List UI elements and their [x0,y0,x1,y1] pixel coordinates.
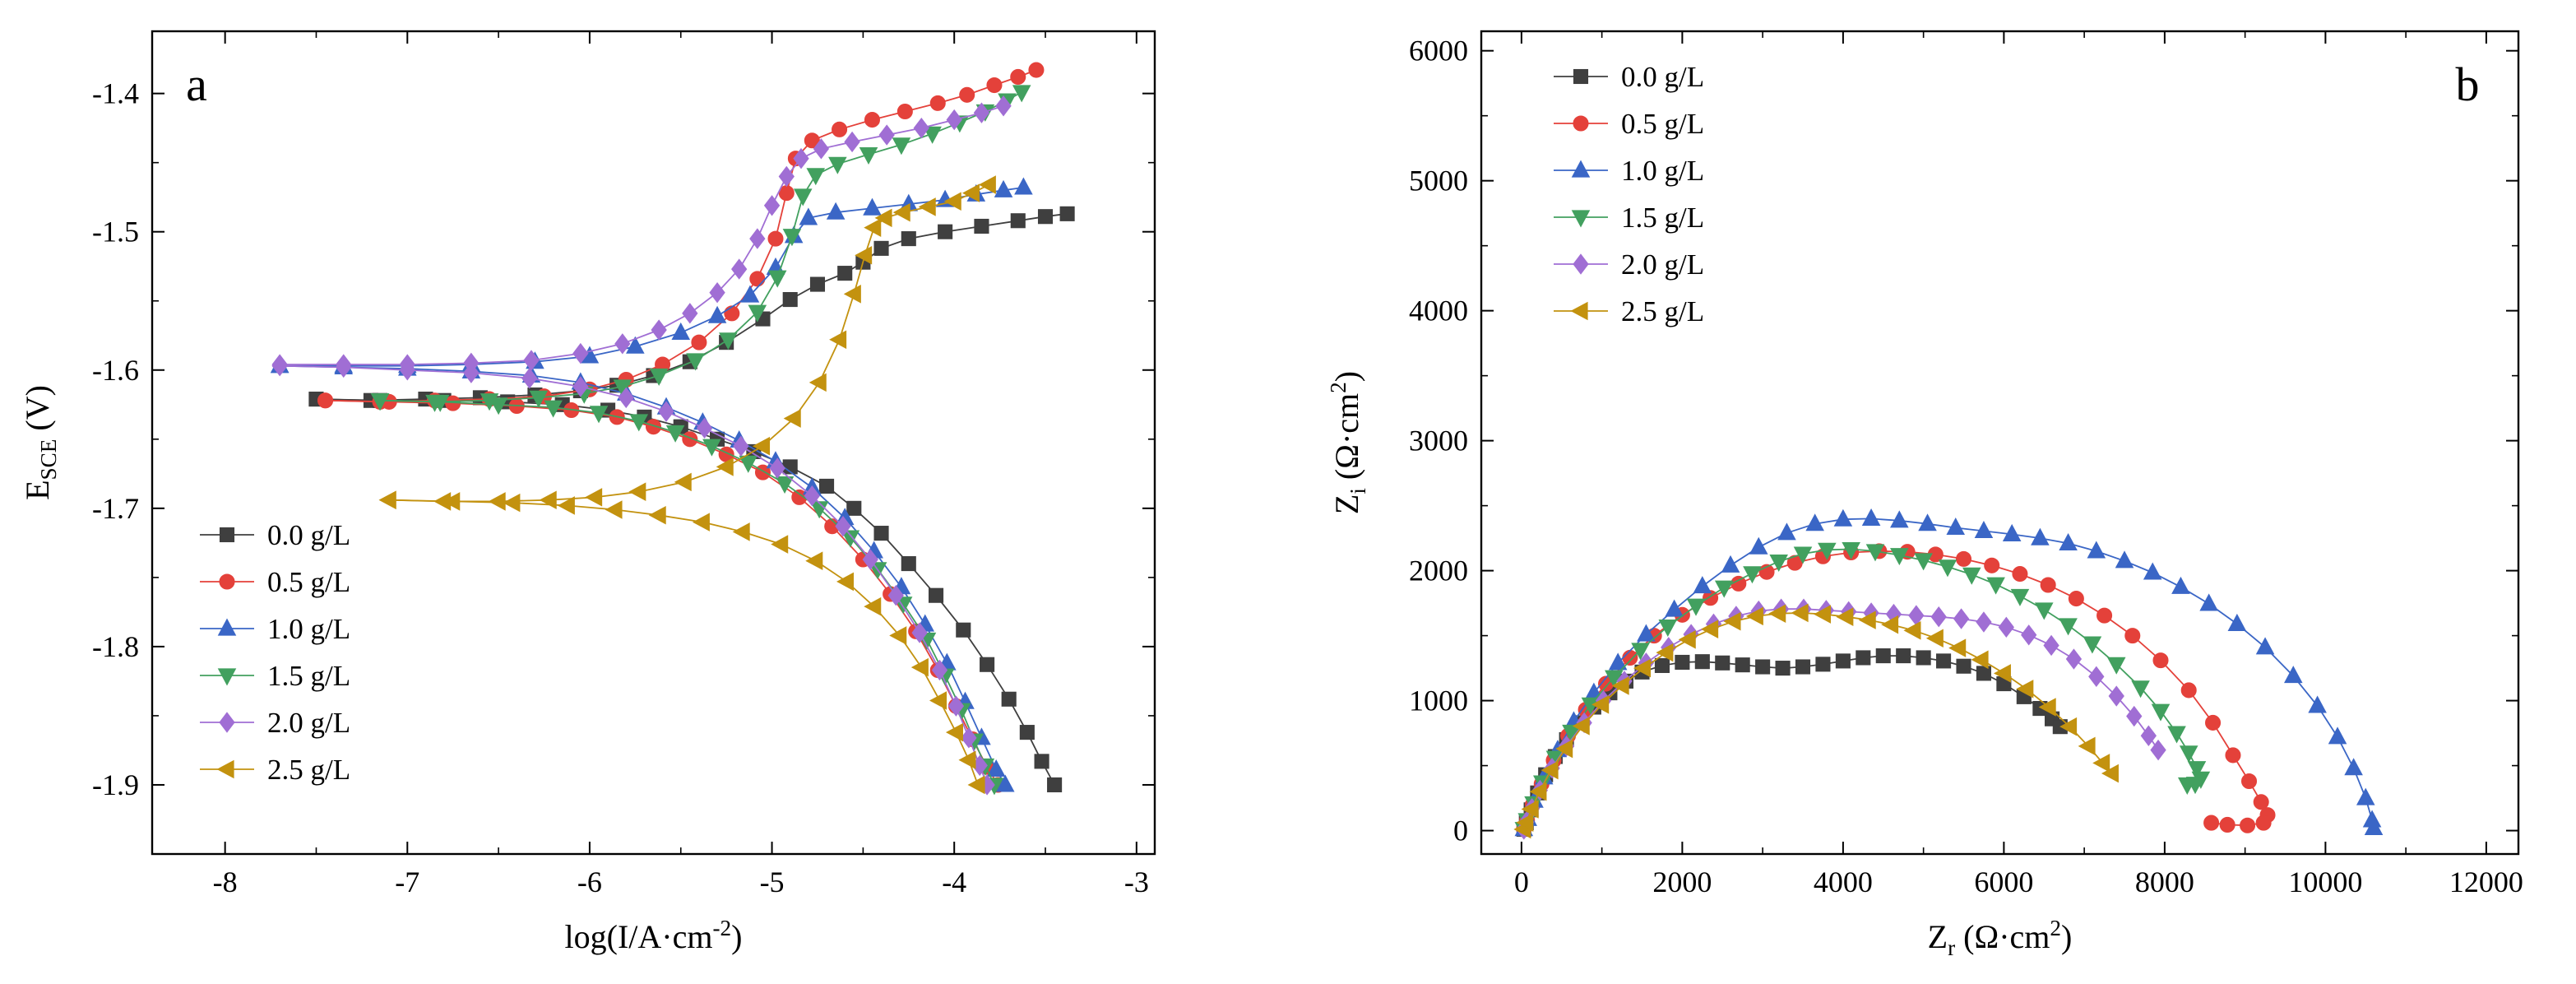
legend-label: 0.5 g/L [1621,108,1704,140]
x-tick-label: -4 [942,866,966,898]
legend-item: 2.5 g/L [1554,295,1704,327]
y-tick-label: 1000 [1409,685,1468,717]
legend-item: 2.5 g/L [200,754,350,786]
series-1-5-g-l [1514,541,2211,840]
y-tick-label: -1.5 [92,216,139,248]
y-axis-title: Zi (Ω·cm2) [1326,371,1370,514]
legend-label: 2.0 g/L [1621,248,1704,281]
legend-label: 0.5 g/L [267,566,350,598]
panel-label: a [186,58,207,111]
legend: 0.0 g/L 0.5 g/L 1.0 g/L 1.5 g/L 2.0 g/L 2.5 g… [200,519,350,786]
series-0-5-g-l [1516,543,2276,838]
y-tick-label: 3000 [1409,425,1468,457]
x-tick-label: -5 [760,866,785,898]
legend-label: 0.0 g/L [1621,61,1704,93]
x-tick-label: 10000 [2288,866,2362,898]
legend-item: 2.0 g/L [1554,248,1704,281]
plot-frame [151,30,1156,856]
y-axis-title: ESCE (V) [19,385,61,500]
x-tick-label: -3 [1124,866,1149,898]
x-tick-label: 12000 [2449,866,2523,898]
y-tick-label: 0 [1453,815,1468,847]
legend-label: 1.5 g/L [1621,202,1704,234]
y-tick-label: 5000 [1409,165,1468,197]
polarization-curves-chart: -8 -7 -6 -5 -4 -3 -1.9 -1.8 -1.7 -1.6 -1.5 -1.4 0.0 … [19,30,1156,955]
series-2-0-g-l [271,95,1012,796]
nyquist-plot-chart: 0 2000 4000 6000 8000 10000 12000 0 1000 2000 3000… [1326,30,2523,960]
x-tick-label: -6 [577,866,602,898]
series-2-5-g-l [1513,603,2119,839]
series-2-5-g-l [378,175,996,795]
legend-label: 2.5 g/L [1621,295,1704,327]
legend-item: 1.5 g/L [1554,202,1704,234]
panel-label: b [2456,58,2480,111]
x-tick-label: 4000 [1814,866,1873,898]
legend-label: 2.5 g/L [267,754,350,786]
y-tick-label: 4000 [1409,295,1468,327]
legend-item: 0.5 g/L [1554,108,1704,140]
y-tick-label: -1.9 [92,768,139,801]
plot-frame [1480,30,2520,856]
y-tick-label: 2000 [1409,555,1468,587]
y-tick-label: -1.8 [92,630,139,663]
x-tick-label: 6000 [1974,866,2033,898]
y-tick-label: -1.7 [92,492,139,525]
x-axis-title: Zr (Ω·cm2) [1928,916,2073,960]
legend-item: 1.0 g/L [200,613,350,645]
legend-label: 0.0 g/L [267,519,350,551]
y-tick-label: -1.4 [92,77,139,110]
legend-label: 2.0 g/L [267,707,350,739]
legend-item: 0.5 g/L [200,566,350,598]
x-tick-label: 0 [1514,866,1529,898]
legend-item: 0.0 g/L [1554,61,1704,93]
x-tick-label: 8000 [2135,866,2194,898]
x-axis-title: log(I/A·cm-2) [565,916,743,955]
y-tick-label: -1.6 [92,354,139,387]
legend-item: 0.0 g/L [200,519,350,551]
legend-item: 2.0 g/L [200,707,350,739]
x-tick-label: -8 [213,866,238,898]
legend-item: 1.5 g/L [200,660,350,692]
legend: 0.0 g/L 0.5 g/L 1.0 g/L 1.5 g/L 2.0 g/L 2.5 g… [1554,61,1704,327]
series-1-5-g-l [370,85,1031,796]
legend-label: 1.0 g/L [267,613,350,645]
legend-label: 1.0 g/L [1621,155,1704,187]
series-0-0-g-l [1516,648,2068,838]
legend-label: 1.5 g/L [267,660,350,692]
x-tick-label: 2000 [1652,866,1712,898]
x-tick-label: -7 [395,866,419,898]
y-tick-label: 6000 [1409,35,1468,67]
legend-item: 1.0 g/L [1554,155,1704,187]
series-1-0-g-l [270,177,1033,792]
